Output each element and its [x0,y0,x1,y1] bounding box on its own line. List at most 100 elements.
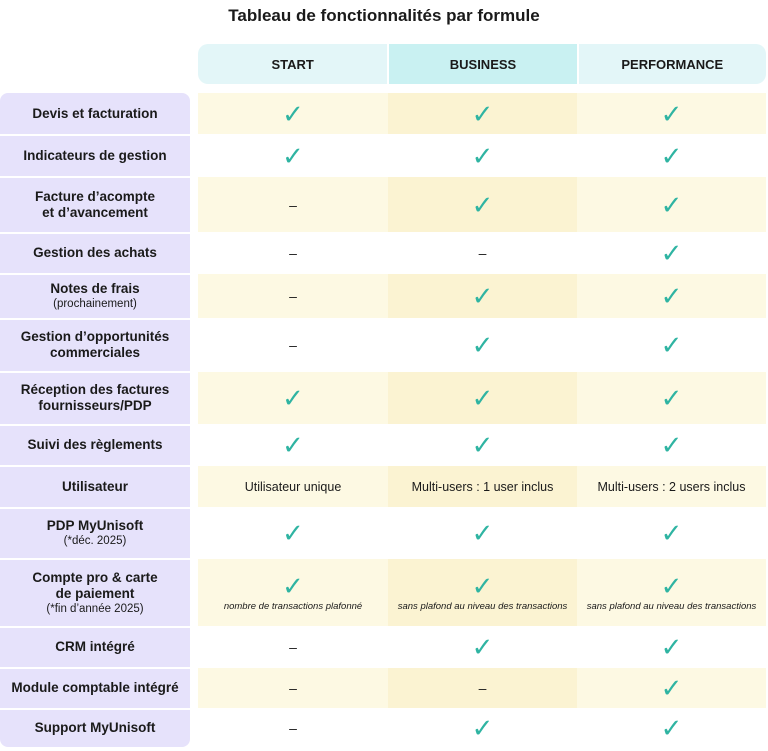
plan-cell-start: – [198,709,388,747]
cell-text: Utilisateur unique [244,479,342,494]
plan-cell-performance: ✓ [577,709,766,747]
plan-cell-business: ✓ sans plafond au niveau des transactions [388,559,577,626]
feature-label-line: Devis et facturation [32,105,158,121]
check-icon: ✓ [660,189,683,220]
row-separator [0,273,190,275]
feature-label: Gestion d’opportunités commerciales [0,319,190,371]
check-icon: ✓ [660,571,683,601]
feature-label-line: Indicateurs de gestion [23,147,167,163]
plan-cell-business: ✓ [388,319,577,371]
plan-cell-performance: ✓ [577,274,766,318]
check-icon: ✓ [660,238,683,268]
plan-cell-business: ✓ [388,177,577,232]
check-icon: ✓ [282,430,304,460]
plan-cell-business: ✓ [388,709,577,747]
plan-cell-performance: ✓ [577,372,766,424]
feature-label: CRM intégré [0,627,190,667]
plan-cell-start: – [198,233,388,273]
check-icon: ✓ [471,140,494,171]
feature-label-line: Réception des factures [20,382,170,397]
plan-cell-performance: ✓ [577,668,766,708]
dash-icon: – [289,288,297,304]
row-separator [0,626,190,628]
plan-header: START BUSINESS PERFORMANCE [198,44,766,84]
row-separator [0,558,190,560]
dash-icon: – [289,337,297,353]
feature-label: Suivi des règlements [0,425,190,465]
check-icon: ✓ [471,713,494,743]
plan-cell-start: ✓ [198,372,388,424]
feature-label-line: Utilisateur [61,478,129,494]
plan-cell-performance: Multi-users : 2 users inclus [577,466,766,507]
dash-icon: – [289,245,297,261]
feature-label: Compte pro & carte de paiement (*fin d’ann… [0,559,190,626]
check-icon: ✓ [282,140,304,171]
dash-icon: – [289,196,297,213]
check-icon: ✓ [282,98,304,129]
plan-cell-business: – [388,668,577,708]
feature-label-line: Gestion d’opportunités [20,329,170,344]
plan-cell-performance: ✓ [577,177,766,232]
check-icon: ✓ [660,632,683,662]
cell-note: nombre de transactions plafonné [223,601,363,612]
feature-label-line: CRM intégré [55,639,135,654]
dash-icon: – [289,720,297,736]
feature-label-line: Facture d’acompte [34,188,156,204]
plan-cell-start: ✓ [198,135,388,176]
plan-cell-business: ✓ [388,93,577,134]
plan-cell-business: ✓ [388,425,577,465]
plan-cell-start: ✓ [198,425,388,465]
check-icon: ✓ [471,189,494,220]
feature-label: Facture d’acompte et d’avancement [0,177,190,232]
cell-text: Multi-users : 2 users inclus [597,479,746,494]
row-separator [0,176,190,178]
cell-note: sans plafond au niveau des transactions [397,601,568,612]
feature-label-line: Compte pro & carte [32,569,158,585]
check-icon: ✓ [471,571,494,601]
plan-header-business: BUSINESS [387,44,579,84]
plan-cell-performance: ✓ [577,425,766,465]
plan-header-start: START [198,44,388,84]
check-icon: ✓ [282,518,304,548]
check-icon: ✓ [282,383,304,413]
plan-cell-business: ✓ [388,508,577,558]
plan-cell-start: – [198,627,388,667]
feature-label-line: Suivi des règlements [27,437,163,452]
plan-cell-start: ✓ [198,93,388,134]
feature-label-line: PDP MyUnisoft [46,518,144,533]
plan-cell-start: – [198,319,388,371]
check-icon: ✓ [660,140,683,171]
dash-icon: – [478,245,487,261]
feature-label-line: Support MyUnisoft [34,720,156,735]
dash-icon: – [289,680,297,696]
row-separator [0,708,190,710]
check-icon: ✓ [471,281,494,311]
page-title: Tableau de fonctionnalités par formule [228,6,540,25]
feature-label: Réception des factures fournisseurs/PDP [0,372,190,424]
row-separator [0,232,190,234]
plan-cell-start: ✓ [198,508,388,558]
plan-cell-business: – [388,233,577,273]
feature-label-note: (*fin d’année 2025) [46,602,144,615]
check-icon: ✓ [471,632,494,662]
dash-icon: – [478,680,487,696]
feature-label: Gestion des achats [0,233,190,273]
plan-cell-start: – [198,668,388,708]
plan-cell-performance: ✓ sans plafond au niveau des transactions [577,559,766,626]
plan-header-performance: PERFORMANCE [578,44,766,84]
cell-note: sans plafond au niveau des transactions [586,601,757,612]
plan-cell-start: Utilisateur unique [198,466,388,507]
feature-label-line: de paiement [55,585,135,601]
feature-label-line: Module comptable intégré [11,680,179,695]
row-separator [0,424,190,426]
plan-cell-start: ✓ nombre de transactions plafonné [198,559,388,626]
check-icon: ✓ [660,383,683,413]
row-separator [0,507,190,509]
check-icon: ✓ [660,518,683,548]
plan-cell-performance: ✓ [577,135,766,176]
feature-label-note: (prochainement) [53,298,137,310]
feature-label: Devis et facturation [0,93,190,134]
check-icon: ✓ [471,518,494,548]
row-separator [0,465,190,467]
plan-cell-performance: ✓ [577,319,766,371]
